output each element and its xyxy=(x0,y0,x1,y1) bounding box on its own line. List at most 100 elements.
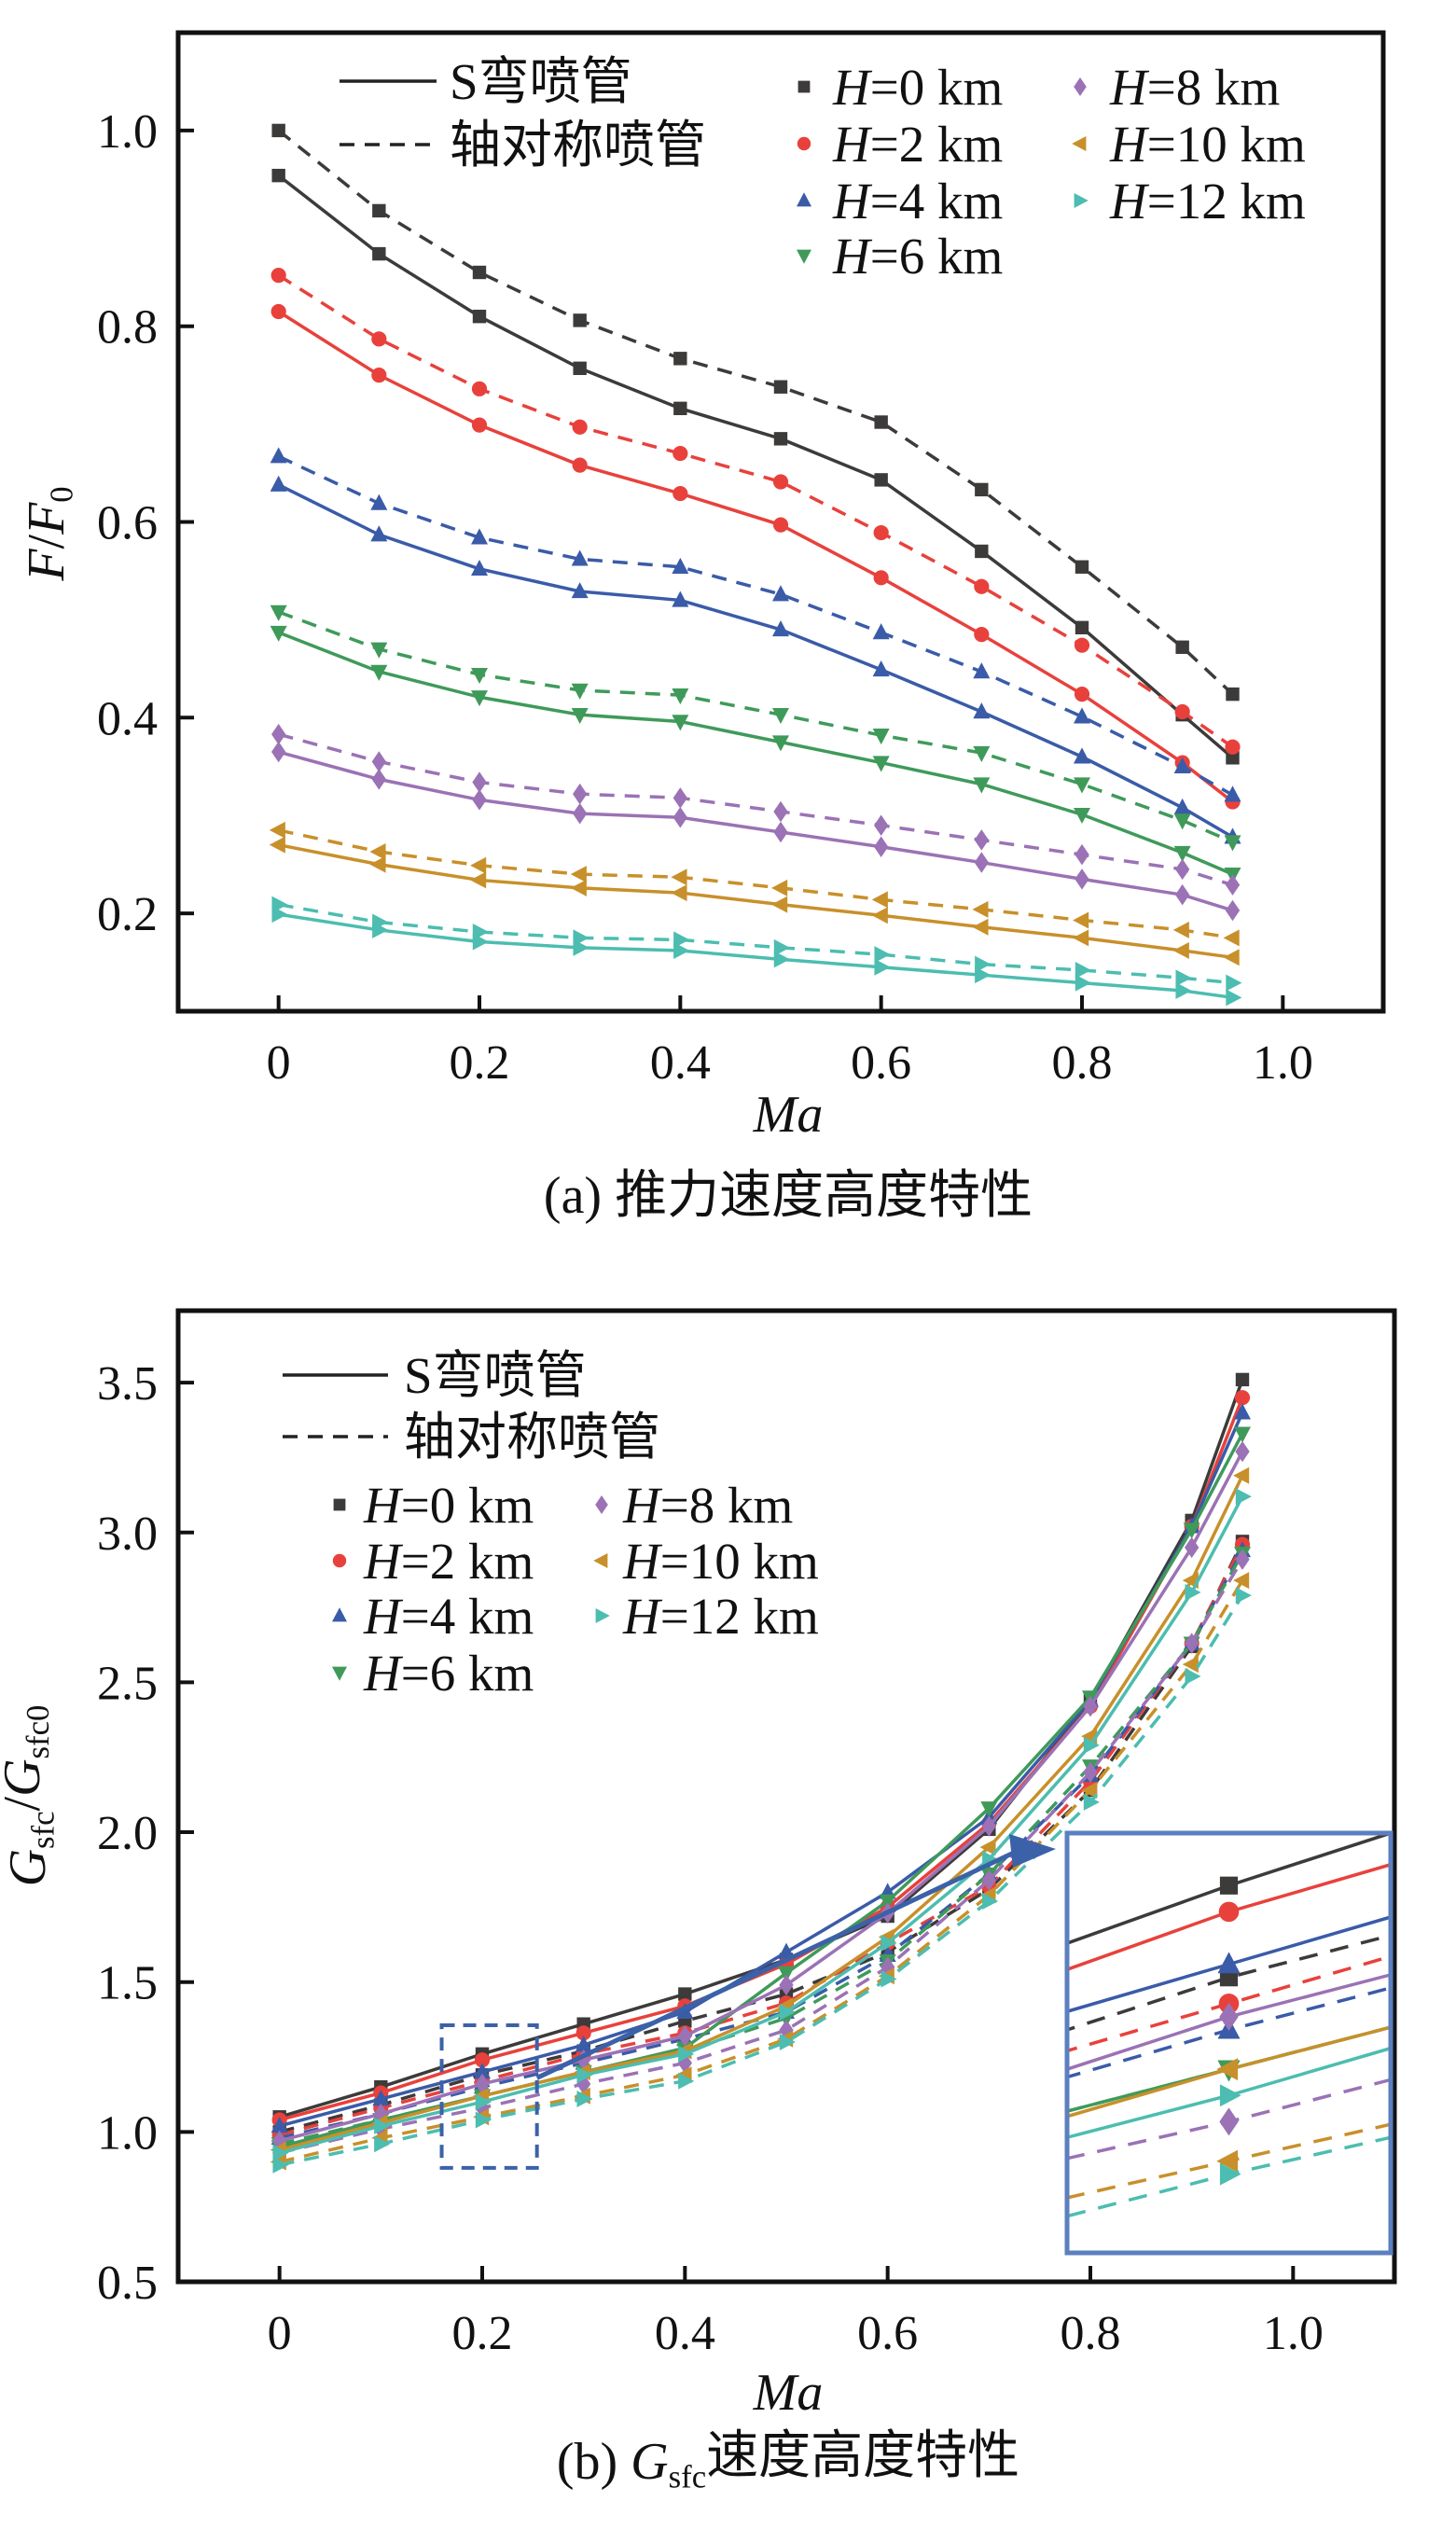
data-point xyxy=(272,2156,289,2174)
data-point xyxy=(570,866,587,883)
legend-altitude-label: H=8 km xyxy=(622,1477,793,1534)
data-point xyxy=(475,2111,492,2129)
data-point xyxy=(1175,883,1190,906)
data-point xyxy=(472,771,487,793)
data-point xyxy=(1075,869,1089,890)
data-point xyxy=(881,1934,897,1952)
data-point xyxy=(1226,989,1242,1007)
legend-var: H xyxy=(1109,59,1150,116)
legend-marker-triangle-right-icon xyxy=(595,1608,610,1623)
data-point xyxy=(1073,929,1089,947)
legend-altitude-label: H=2 km xyxy=(832,116,1003,173)
inset-data-point xyxy=(1216,2058,1239,2081)
data-point xyxy=(571,549,589,566)
data-point xyxy=(873,524,889,541)
data-point xyxy=(673,352,687,366)
x-tick-label: 0.2 xyxy=(452,2307,513,2360)
legend-value: =2 km xyxy=(870,116,1004,173)
data-point xyxy=(771,879,788,896)
data-point xyxy=(673,485,688,502)
data-point xyxy=(676,2002,694,2020)
legend-marker-diamond-icon xyxy=(1074,77,1087,96)
legend-marker-square-icon xyxy=(797,80,811,93)
data-point xyxy=(374,2117,391,2134)
data-point xyxy=(772,585,789,602)
data-point xyxy=(1074,777,1090,794)
x-tick-label: 0.6 xyxy=(857,2307,918,2360)
data-point xyxy=(974,627,990,643)
y-tick-label: 0.5 xyxy=(97,2257,158,2310)
data-point xyxy=(773,432,788,446)
series-group xyxy=(270,1372,1252,2174)
data-point xyxy=(874,958,891,976)
chart-caption-part: (b) xyxy=(557,2433,631,2491)
data-point xyxy=(572,457,588,473)
legend-altitude-label: H=12 km xyxy=(622,1588,819,1645)
data-point xyxy=(471,417,488,433)
data-point xyxy=(672,591,689,607)
legend-altitude-label: H=6 km xyxy=(832,228,1003,285)
legend-value: =6 km xyxy=(870,228,1004,285)
data-point xyxy=(874,946,891,964)
data-point xyxy=(974,829,989,851)
data-point xyxy=(1225,899,1241,922)
series-line-axisym-10km xyxy=(279,1579,1244,2164)
data-point xyxy=(1235,1587,1252,1605)
legend-marker-triangle-up-icon xyxy=(332,1607,347,1622)
data-point xyxy=(270,268,286,284)
y-tick-label: 1.5 xyxy=(97,1957,158,2010)
data-point xyxy=(270,447,287,464)
data-point xyxy=(1173,845,1191,862)
plot-frame xyxy=(175,1308,1397,2285)
legend-marker-square-icon xyxy=(333,1498,346,1511)
data-point xyxy=(1185,1633,1199,1654)
y-axis-label-part: F xyxy=(18,549,76,582)
data-point xyxy=(369,843,386,861)
data-point xyxy=(1074,707,1090,724)
data-point xyxy=(270,625,287,642)
zoom-arrow-head-icon xyxy=(1009,1834,1056,1868)
chart-caption-part: G xyxy=(631,2433,668,2491)
zoom-arrow-shaft xyxy=(535,1849,1018,2080)
data-point xyxy=(773,380,788,394)
data-point xyxy=(673,401,687,416)
chart-caption: (a) 推力速度高度特性 xyxy=(544,1167,1033,1225)
legend-marker-triangle-down-icon xyxy=(797,249,811,264)
legend-var: H xyxy=(832,59,873,116)
data-point xyxy=(1074,687,1090,702)
data-point xyxy=(773,821,788,843)
series-group xyxy=(269,123,1242,1007)
legend-value: =12 km xyxy=(1147,173,1306,229)
data-point xyxy=(1225,874,1241,896)
data-point xyxy=(872,623,890,640)
data-point xyxy=(771,896,788,913)
data-point xyxy=(871,891,888,909)
data-point xyxy=(779,2003,796,2021)
x-tick-label: 0.4 xyxy=(655,2307,715,2360)
data-point xyxy=(773,938,790,956)
data-point xyxy=(1083,1761,1098,1784)
legend-var: H xyxy=(363,1533,404,1590)
data-point xyxy=(1174,703,1190,720)
legend-value: =10 km xyxy=(1147,116,1306,173)
data-point xyxy=(975,544,989,559)
series-line-axisym-12km xyxy=(279,1594,1244,2167)
legend-marker-triangle-left-icon xyxy=(1072,136,1087,151)
data-point xyxy=(272,2144,289,2161)
data-point xyxy=(1074,637,1090,653)
data-point xyxy=(1226,687,1240,702)
data-point xyxy=(673,787,687,809)
legend-altitude-label: H=10 km xyxy=(622,1533,819,1590)
legend-value: =8 km xyxy=(660,1477,794,1534)
data-point xyxy=(1223,929,1240,947)
data-point xyxy=(370,493,388,510)
data-point xyxy=(374,2135,391,2153)
series-line-sbend-2km xyxy=(277,310,1234,803)
data-point xyxy=(571,707,589,725)
legend-var: H xyxy=(1109,173,1150,229)
legend-var: H xyxy=(363,1645,404,1702)
data-point xyxy=(576,2066,593,2084)
data-point xyxy=(1081,1782,1098,1800)
data-point xyxy=(981,1815,996,1837)
data-point xyxy=(874,836,889,858)
